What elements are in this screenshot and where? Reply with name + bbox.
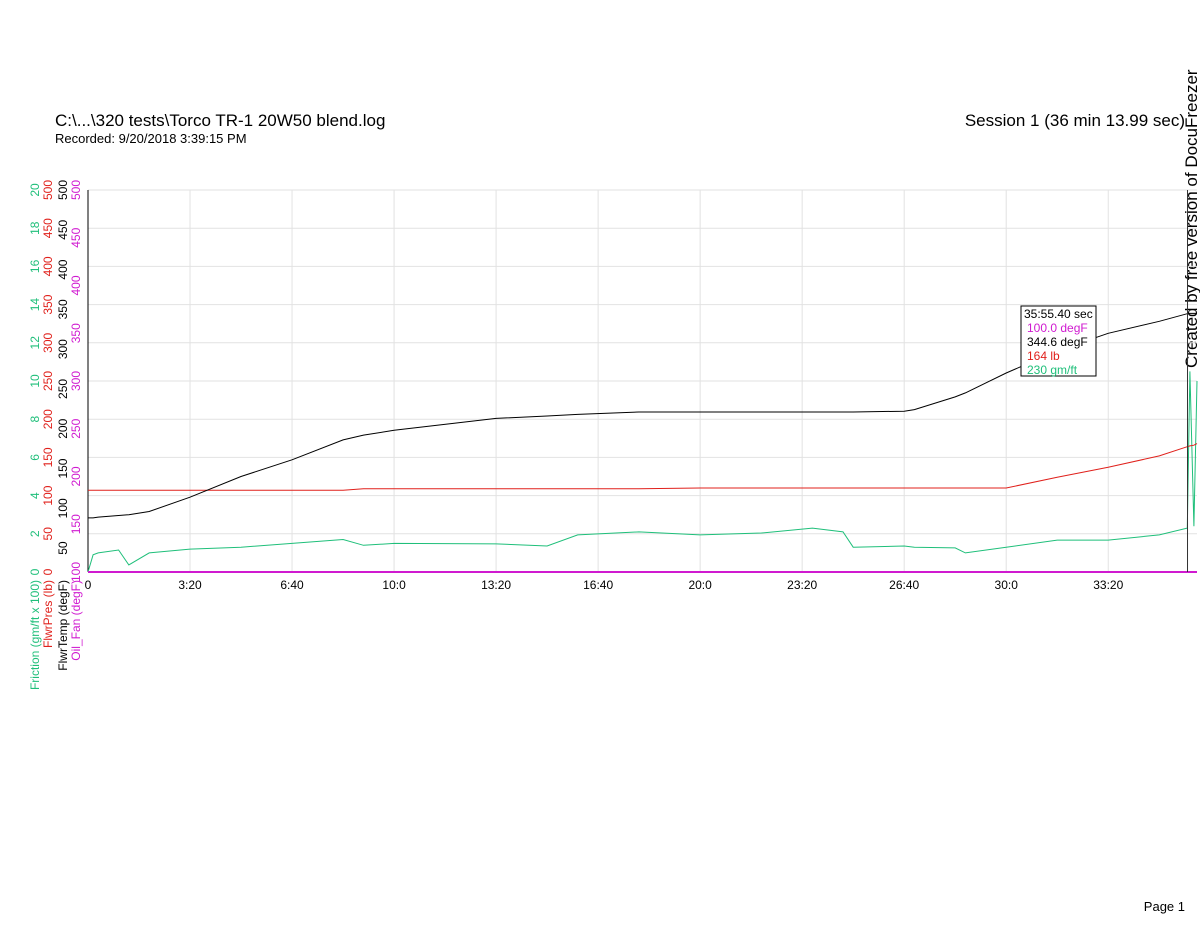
y-tick-label: 150 — [69, 514, 83, 534]
readout-value: 230 gm/ft — [1027, 363, 1078, 377]
y-tick-label: 150 — [56, 458, 70, 478]
y-tick-label: 150 — [41, 447, 55, 467]
y-tick-label: 500 — [69, 180, 83, 200]
watermark: Created by free version of DocuFreezer — [1182, 69, 1200, 368]
y-tick-label: 4 — [28, 492, 42, 499]
readout-value: 100.0 degF — [1027, 321, 1088, 335]
series-line — [88, 443, 1198, 491]
readout-value: 344.6 degF — [1027, 335, 1088, 349]
y-tick-label: 300 — [41, 332, 55, 352]
y-tick-label: 450 — [56, 219, 70, 239]
y-tick-label: 450 — [41, 218, 55, 238]
y-tick-label: 300 — [69, 371, 83, 391]
x-tick-label: 33:20 — [1093, 578, 1123, 592]
y-tick-label: 400 — [56, 259, 70, 279]
y-tick-label: 100 — [69, 562, 83, 582]
y-tick-label: 8 — [28, 416, 42, 423]
y-tick-label: 0 — [28, 568, 42, 575]
y-tick-label: 500 — [41, 180, 55, 200]
y-tick-label: 12 — [28, 336, 42, 350]
x-tick-label: 30:0 — [995, 578, 1019, 592]
x-tick-label: 26:40 — [889, 578, 919, 592]
y-tick-label: 18 — [28, 221, 42, 235]
y-tick-label: 350 — [69, 323, 83, 343]
x-tick-label: 16:40 — [583, 578, 613, 592]
page-number: Page 1 — [1144, 899, 1185, 914]
y-tick-label: 16 — [28, 259, 42, 273]
axis-title: FlwrPres (lb) — [41, 580, 55, 648]
series-line — [87, 371, 1198, 573]
x-tick-label: 23:20 — [787, 578, 817, 592]
y-tick-label: 350 — [41, 294, 55, 314]
y-tick-label: 100 — [56, 498, 70, 518]
y-tick-label: 350 — [56, 299, 70, 319]
readout-time: 35:55.40 sec — [1024, 307, 1093, 321]
x-tick-label: 3:20 — [178, 578, 202, 592]
y-tick-label: 50 — [41, 527, 55, 541]
file-title: C:\...\320 tests\Torco TR-1 20W50 blend.… — [55, 111, 385, 130]
axis-title: Oil_Fan (degF) — [69, 580, 83, 661]
x-tick-label: 6:40 — [280, 578, 304, 592]
x-tick-label: 13:20 — [481, 578, 511, 592]
x-tick-label: 20:0 — [688, 578, 712, 592]
y-tick-label: 400 — [69, 275, 83, 295]
readout-value: 164 lb — [1027, 349, 1060, 363]
y-tick-label: 400 — [41, 256, 55, 276]
recorded: Recorded: 9/20/2018 3:39:15 PM — [55, 131, 247, 146]
y-tick-label: 50 — [56, 541, 70, 555]
y-tick-label: 250 — [41, 371, 55, 391]
y-tick-label: 20 — [28, 183, 42, 197]
y-tick-label: 200 — [69, 466, 83, 486]
y-tick-label: 6 — [28, 454, 42, 461]
y-tick-label: 200 — [41, 409, 55, 429]
y-tick-label: 500 — [56, 180, 70, 200]
y-tick-label: 14 — [28, 298, 42, 312]
y-tick-label: 100 — [41, 485, 55, 505]
y-tick-label: 200 — [56, 418, 70, 438]
axis-title: FlwrTemp (degF) — [56, 580, 70, 671]
y-tick-label: 2 — [28, 530, 42, 537]
y-tick-label: 250 — [56, 379, 70, 399]
readout-box — [1020, 305, 1097, 377]
session: Session 1 (36 min 13.99 sec) — [965, 111, 1185, 130]
x-tick-label: 0 — [85, 578, 92, 592]
x-tick-label: 10:0 — [382, 578, 406, 592]
axis-title: Friction (gm/ft x 100) — [28, 580, 42, 690]
y-tick-label: 250 — [69, 418, 83, 438]
y-tick-label: 0 — [41, 568, 55, 575]
y-tick-label: 10 — [28, 374, 42, 388]
y-tick-label: 450 — [69, 227, 83, 247]
y-tick-label: 300 — [56, 339, 70, 359]
